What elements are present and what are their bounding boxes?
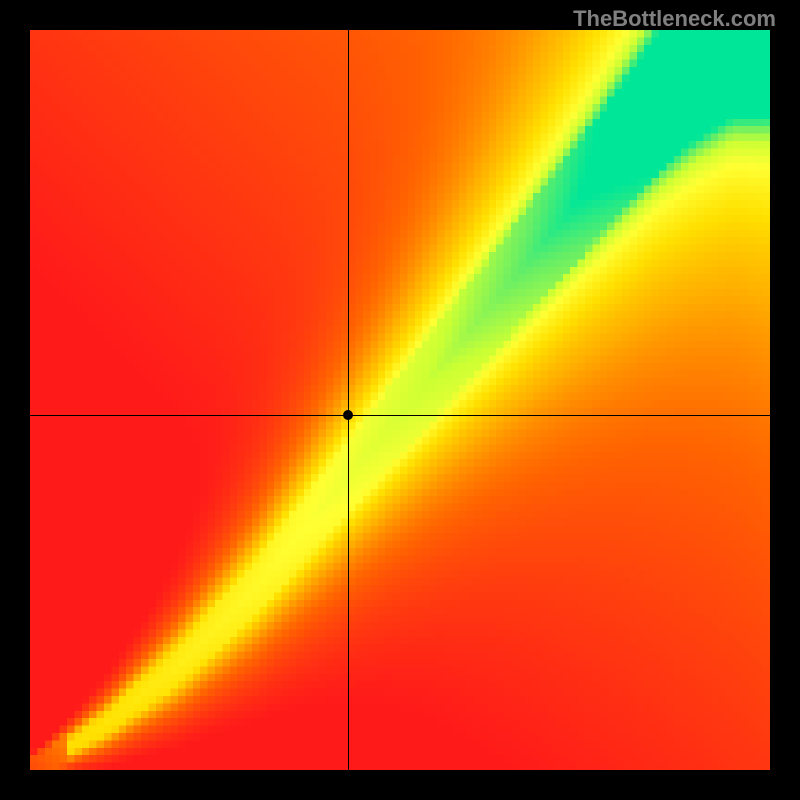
chart-container: TheBottleneck.com: [0, 0, 800, 800]
crosshair-horizontal: [30, 415, 770, 416]
heatmap-canvas: [30, 30, 770, 770]
heatmap-plot: [30, 30, 770, 770]
data-point-marker: [343, 410, 353, 420]
watermark-text: TheBottleneck.com: [573, 6, 776, 32]
crosshair-vertical: [348, 30, 349, 770]
